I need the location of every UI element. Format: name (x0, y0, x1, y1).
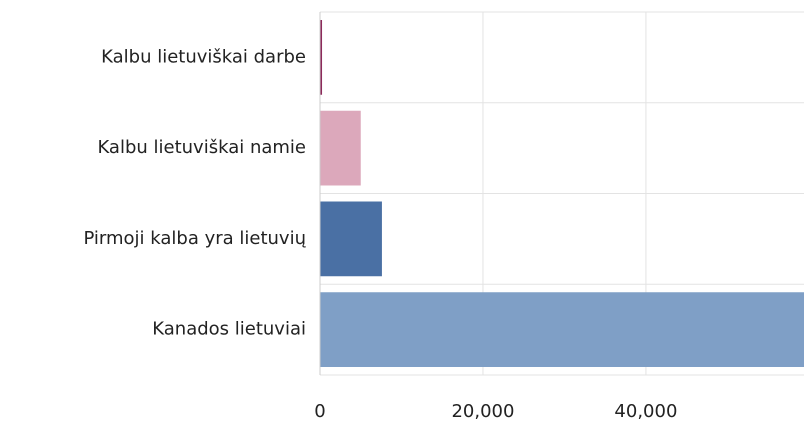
bar (320, 110, 361, 186)
x-tick-label: 0 (314, 401, 325, 422)
y-tick-label: Kalbu lietuviškai namie (97, 137, 306, 158)
y-tick-label: Pirmoji kalba yra lietuvių (83, 228, 306, 249)
bar (320, 201, 382, 277)
bar (320, 292, 804, 367)
x-tick-label: 20,000 (451, 401, 514, 422)
x-tick-label: 40,000 (614, 401, 677, 422)
bar (320, 20, 323, 95)
y-tick-label: Kalbu lietuviškai darbe (101, 46, 306, 67)
y-tick-label: Kanados lietuviai (152, 319, 306, 340)
